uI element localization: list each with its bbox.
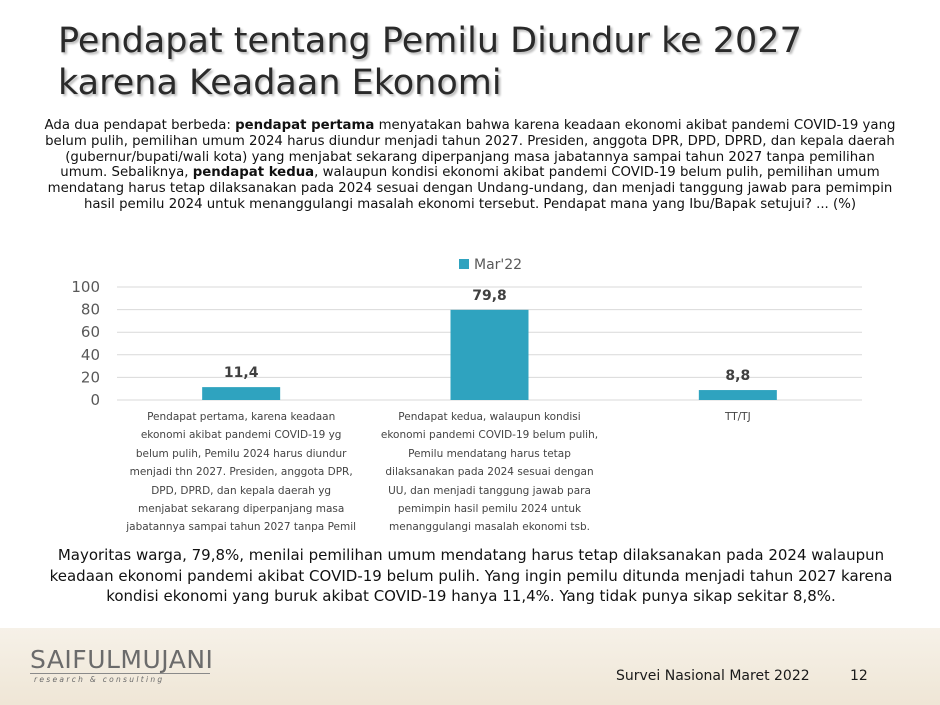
question-bold-1: pendapat pertama xyxy=(235,118,375,133)
page-number: 12 xyxy=(850,668,868,684)
logo-tagline: research & consulting xyxy=(34,675,165,684)
legend-label: Mar'22 xyxy=(474,257,522,273)
data-label-1: 11,4 xyxy=(224,365,259,381)
summary-text: Mayoritas warga, 79,8%, menilai pemiliha… xyxy=(49,546,893,605)
survey-name: Survei Nasional Maret 2022 xyxy=(616,668,810,684)
y-tick-label-20: 20 xyxy=(81,368,100,386)
bar-3 xyxy=(698,390,777,400)
question-text-1: Ada dua pendapat berbeda: xyxy=(44,118,236,133)
y-tick-label-40: 40 xyxy=(81,346,100,364)
x-tick-label-3: TT/TJ xyxy=(724,411,751,423)
legend-swatch xyxy=(459,259,469,269)
y-tick-label-60: 60 xyxy=(81,323,100,341)
survey-question: Ada dua pendapat berbeda: pendapat perta… xyxy=(40,118,900,213)
logo: SAIFULMUJANI xyxy=(30,645,214,674)
bar-2 xyxy=(450,309,529,400)
title-line-1: Pendapat tentang Pemilu Diundur ke 2027 xyxy=(58,21,802,61)
bar-chart: 0 20 40 60 80 100 Mar'22 11,4 79,8 8,8 xyxy=(71,257,862,409)
question-bold-2: pendapat kedua xyxy=(192,165,315,181)
logo-divider xyxy=(30,673,210,674)
bar-1 xyxy=(202,387,281,400)
y-tick-label-0: 0 xyxy=(90,391,100,409)
title-line-2: karena Keadaan Ekonomi xyxy=(58,63,502,103)
data-label-3: 8,8 xyxy=(725,368,750,384)
x-tick-label-1: Pendapat pertama, karena keadaan ekonomi … xyxy=(126,411,357,534)
x-tick-label-2: Pendapat kedua, walaupun kondisi ekonomi … xyxy=(380,411,599,534)
question-text-2: menyatakan bahwa karena keadaan ekonomi … xyxy=(45,118,896,181)
y-tick-label-100: 100 xyxy=(71,278,100,296)
data-label-2: 79,8 xyxy=(472,288,507,304)
footer-band xyxy=(0,628,940,705)
y-tick-label-80: 80 xyxy=(81,301,100,319)
slide-title: Pendapat tentang Pemilu Diundur ke 2027 … xyxy=(58,20,898,104)
question-text-3: , walaupun kondisi ekonomi akibat pandem… xyxy=(47,165,893,212)
